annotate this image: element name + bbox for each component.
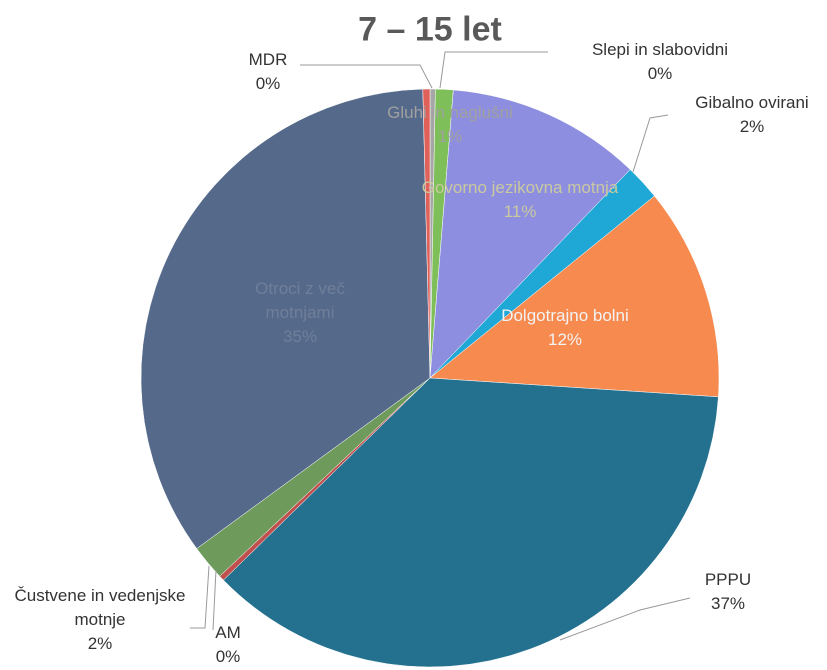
category-name: Gluhi in naglušni <box>387 103 513 122</box>
category-name: Gibalno ovirani <box>695 93 809 112</box>
slice-label: Dolgotrajno bolni 12% <box>465 304 665 352</box>
value-label: 0% <box>255 74 281 93</box>
leader-line <box>190 565 210 629</box>
slice-label: Gibalno ovirani 2% <box>667 91 827 139</box>
value-label: 2% <box>739 117 765 136</box>
value-label: 12% <box>547 330 583 349</box>
slice-label: PPPU 37% <box>678 568 778 616</box>
slice-label: AM 0% <box>198 621 258 669</box>
leader-line <box>300 64 433 89</box>
leader-line <box>212 569 217 631</box>
value-label: 0% <box>647 64 673 83</box>
leader-line <box>439 51 548 89</box>
chart-title: 7 – 15 let <box>358 10 502 49</box>
pie-slice <box>429 89 631 379</box>
category-name: Slepi in slabovidni <box>591 40 729 59</box>
category-name: Dolgotrajno bolni <box>501 306 629 325</box>
leader-line <box>632 114 669 173</box>
category-name: AM <box>215 623 241 642</box>
slice-label: Slepi in slabovidni 0% <box>550 38 770 86</box>
slice-label: Otroci z več motnjami 35% <box>230 277 370 349</box>
value-label: 1% <box>437 127 463 146</box>
value-label: 35% <box>282 327 318 346</box>
value-label: 37% <box>710 594 746 613</box>
value-label: 0% <box>215 647 241 666</box>
value-label: 2% <box>87 634 113 653</box>
slice-label: MDR 0% <box>228 48 308 96</box>
pie-slice <box>429 195 720 398</box>
slice-label: Govorno jezikovna motnja 11% <box>420 176 620 224</box>
pie-slice <box>140 88 431 549</box>
slice-label: Čustvene in vedenjske motnje 2% <box>5 584 195 656</box>
leader-line <box>559 597 691 641</box>
slice-label: Gluhi in naglušni 1% <box>365 101 535 149</box>
category-name: Govorno jezikovna motnja <box>421 178 619 197</box>
category-name: MDR <box>248 50 288 69</box>
value-label: 11% <box>503 202 537 221</box>
category-name: PPPU <box>704 570 752 589</box>
category-name: Otroci z več motnjami <box>255 279 345 322</box>
category-name: Čustvene in vedenjske motnje <box>14 586 186 629</box>
pie-slice <box>223 377 719 668</box>
pie-slice <box>422 88 431 379</box>
